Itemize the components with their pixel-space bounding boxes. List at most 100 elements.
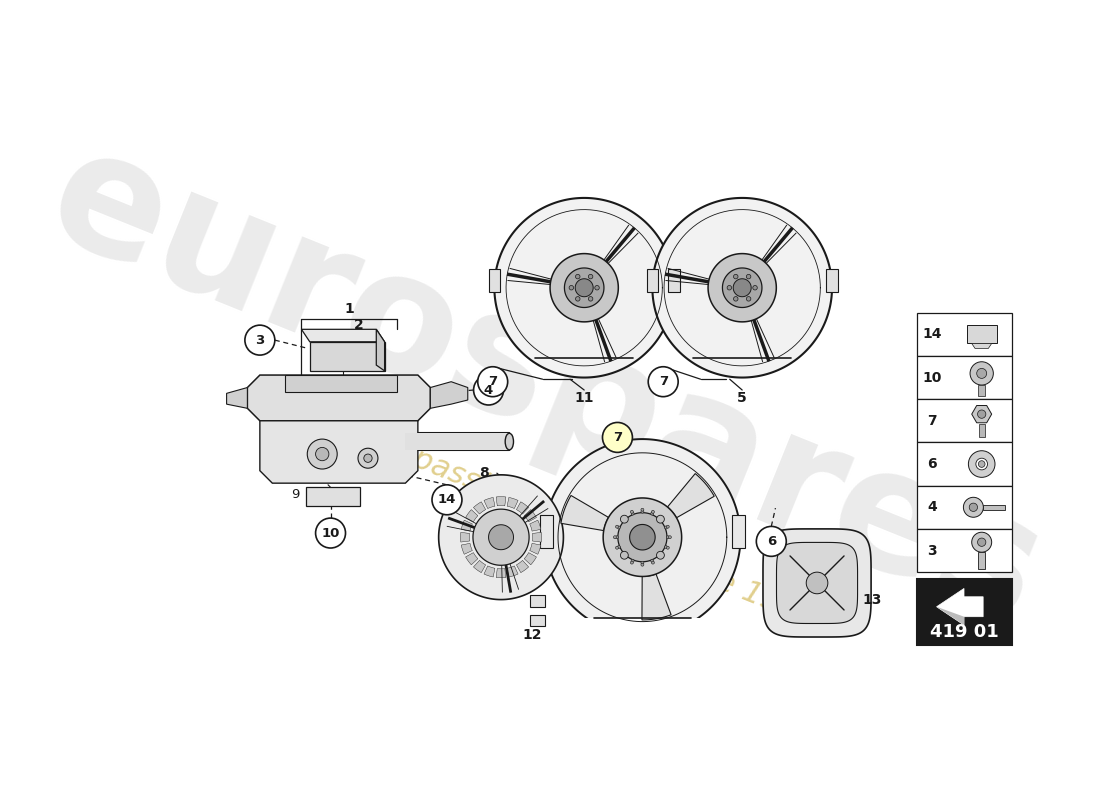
Polygon shape (979, 424, 984, 438)
Circle shape (641, 508, 644, 511)
Text: 7: 7 (927, 414, 936, 428)
Text: eurospares: eurospares (28, 114, 1065, 659)
Circle shape (660, 555, 663, 558)
Circle shape (316, 447, 329, 461)
Circle shape (978, 461, 984, 467)
Text: 10: 10 (321, 526, 340, 539)
Polygon shape (260, 421, 418, 483)
Polygon shape (430, 382, 468, 408)
Polygon shape (971, 406, 992, 422)
Circle shape (575, 297, 580, 301)
Polygon shape (461, 520, 472, 531)
Text: 7: 7 (659, 375, 668, 388)
Circle shape (641, 510, 644, 513)
Polygon shape (473, 502, 485, 514)
Polygon shape (488, 525, 514, 550)
Circle shape (970, 362, 993, 385)
Polygon shape (777, 542, 858, 623)
Polygon shape (967, 325, 997, 343)
Circle shape (631, 512, 634, 515)
Polygon shape (376, 330, 385, 371)
Circle shape (660, 516, 663, 519)
Circle shape (245, 325, 275, 355)
Circle shape (978, 538, 986, 546)
Circle shape (641, 562, 644, 564)
Text: 7: 7 (488, 375, 497, 388)
Circle shape (651, 561, 654, 564)
Circle shape (617, 526, 620, 529)
Circle shape (648, 366, 679, 397)
Circle shape (614, 536, 616, 538)
Polygon shape (227, 387, 248, 408)
Text: 10: 10 (922, 370, 942, 385)
Bar (530, 614, 546, 626)
Circle shape (575, 274, 580, 279)
Text: 5: 5 (737, 391, 747, 406)
Polygon shape (507, 498, 518, 509)
Circle shape (620, 515, 628, 523)
Polygon shape (936, 606, 964, 625)
Circle shape (630, 561, 634, 564)
Circle shape (664, 526, 668, 529)
Polygon shape (494, 198, 674, 378)
Polygon shape (734, 278, 751, 297)
Circle shape (641, 563, 644, 566)
Circle shape (623, 554, 626, 557)
Bar (916, 313, 1012, 356)
Bar (916, 356, 1012, 399)
Polygon shape (439, 475, 563, 599)
Text: 1: 1 (344, 302, 354, 315)
Circle shape (651, 510, 654, 514)
Text: 14: 14 (922, 327, 942, 342)
Polygon shape (496, 497, 506, 506)
Polygon shape (488, 269, 501, 292)
Polygon shape (936, 589, 983, 625)
Text: 419 01: 419 01 (931, 623, 999, 641)
Polygon shape (516, 502, 529, 514)
Bar (916, 529, 1012, 572)
Circle shape (621, 555, 625, 558)
Polygon shape (525, 510, 537, 522)
Polygon shape (406, 434, 509, 450)
Bar (916, 442, 1012, 486)
Polygon shape (540, 514, 553, 548)
Text: 6: 6 (767, 535, 775, 548)
Circle shape (569, 286, 573, 290)
Circle shape (734, 274, 738, 279)
Circle shape (971, 532, 992, 552)
Polygon shape (285, 375, 397, 392)
Polygon shape (826, 269, 838, 292)
Circle shape (651, 512, 653, 515)
Circle shape (667, 546, 669, 550)
Circle shape (806, 572, 828, 594)
Polygon shape (465, 553, 477, 565)
Bar (916, 486, 1012, 529)
Text: 3: 3 (927, 543, 936, 558)
Polygon shape (708, 254, 777, 322)
Circle shape (664, 546, 668, 549)
Polygon shape (306, 487, 360, 506)
Polygon shape (461, 532, 470, 542)
Circle shape (307, 439, 338, 469)
Circle shape (588, 274, 593, 279)
Circle shape (667, 526, 669, 528)
Circle shape (659, 554, 662, 557)
Circle shape (757, 526, 786, 556)
Circle shape (595, 286, 600, 290)
Polygon shape (465, 510, 477, 522)
Polygon shape (507, 566, 518, 577)
Circle shape (657, 551, 664, 559)
Polygon shape (484, 498, 495, 509)
Polygon shape (301, 330, 385, 342)
Polygon shape (618, 513, 667, 562)
Circle shape (623, 518, 626, 521)
Circle shape (657, 515, 664, 523)
Circle shape (630, 510, 634, 514)
Circle shape (747, 297, 751, 301)
Polygon shape (530, 520, 541, 531)
Bar (530, 595, 546, 607)
Circle shape (316, 518, 345, 548)
Circle shape (588, 297, 593, 301)
Circle shape (752, 286, 757, 290)
Circle shape (651, 559, 653, 562)
